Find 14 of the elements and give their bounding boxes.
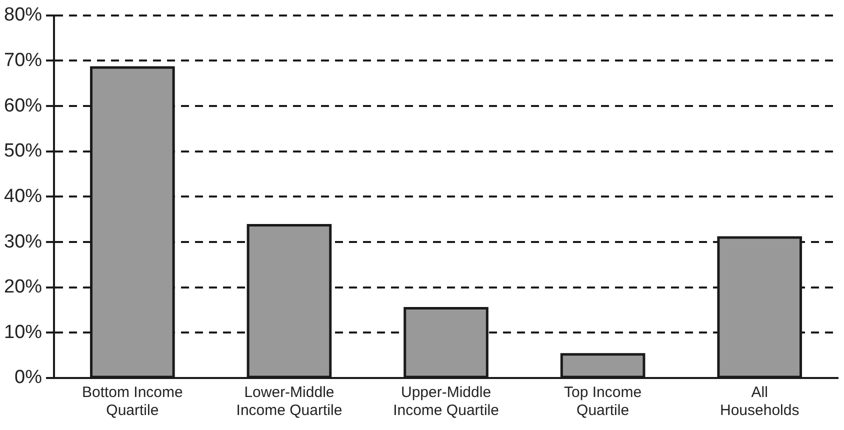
y-tick-label: 10% xyxy=(4,322,42,343)
y-tick-label: 30% xyxy=(4,231,42,252)
y-tick-label: 50% xyxy=(4,140,42,162)
y-tick-label: 60% xyxy=(4,95,42,116)
y-tick-label: 70% xyxy=(4,50,42,71)
y-tick-label: 40% xyxy=(4,186,42,207)
y-tick-label: 80% xyxy=(4,4,42,26)
x-tick-label: Top Income Quartile xyxy=(564,384,642,420)
y-tick-label: 20% xyxy=(4,276,42,298)
x-tick-label: Upper-Middle Income Quartile xyxy=(393,384,499,420)
x-tick-label: Bottom Income Quartile xyxy=(82,384,183,420)
x-tick-label: Lower-Middle Income Quartile xyxy=(236,384,342,420)
y-tick-label: 0% xyxy=(14,367,42,388)
x-tick-label: All Households xyxy=(720,384,800,420)
